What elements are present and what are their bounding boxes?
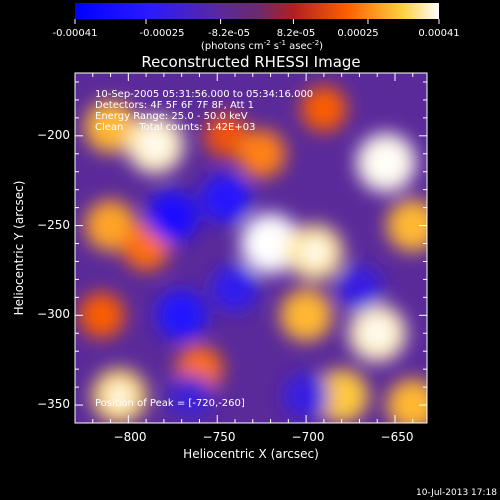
emission-blob-core [107, 383, 132, 409]
colorbar-tick-labels: -0.00041 -0.00025 -8.2e-05 8.2e-05 0.000… [53, 28, 460, 39]
x-axis-label: Heliocentric X (arcsec) [183, 447, 319, 461]
x-tick-label: −800 [114, 430, 147, 444]
x-tick-label: −700 [292, 430, 325, 444]
negative-blob [156, 289, 208, 341]
x-tick-label: −650 [381, 430, 414, 444]
negative-blob [168, 373, 213, 419]
axis-ticks [74, 73, 427, 424]
x-tick-labels: −800 −750 −700 −650 [114, 430, 414, 444]
annotation-total-counts: Clean Total counts: 1.42E+03 [95, 122, 255, 133]
emission-blob [386, 378, 427, 423]
footer-timestamp: 10-Jul-2013 17:18 [416, 488, 497, 498]
emission-blob-core [257, 230, 285, 258]
colorbar-tick-label: -0.00041 [53, 28, 98, 39]
emission-blob [237, 129, 286, 178]
y-axis-label: Heliocentric Y (arcsec) [12, 181, 26, 316]
colorbar-tick-label: 0.00025 [337, 28, 378, 39]
negative-blob [336, 265, 383, 312]
peak-position-label: Position of Peak = [-720,-260] [95, 398, 245, 409]
emission-blob-core [372, 149, 400, 177]
y-tick-label: −200 [37, 128, 70, 142]
annotation-energy-range: Energy Range: 25.0 - 50.0 keV [95, 111, 248, 122]
emission-blob [279, 289, 333, 342]
colorbar-unit-label: (photons cm-2 s-1 asec-2) [201, 39, 323, 52]
emission-blob-core [364, 320, 391, 347]
emission-blob [84, 100, 137, 154]
colorbar [75, 3, 439, 19]
plot-frame [74, 72, 428, 424]
annotation-time-range: 10-Sep-2005 05:31:56.000 to 05:34:16.000 [95, 89, 313, 100]
x-tick-label: −750 [203, 430, 236, 444]
negative-blob [201, 173, 251, 224]
emission-blob [314, 369, 369, 423]
emission-blob-core [141, 131, 169, 158]
negative-blob [211, 264, 259, 312]
negative-blob [146, 190, 200, 243]
y-tick-label: −350 [37, 397, 70, 411]
emission-blob [203, 113, 249, 158]
negative-blob [283, 373, 329, 419]
heatmap-area [75, 73, 427, 423]
annotation-detectors: Detectors: 4F 5F 6F 7F 8F, Att 1 [95, 100, 254, 111]
emission-blob [386, 199, 427, 252]
chart-title: Reconstructed RHESSI Image [141, 53, 360, 71]
colorbar-ticks [74, 19, 440, 24]
annotation-block: 10-Sep-2005 05:31:56.000 to 05:34:16.000… [95, 89, 313, 133]
emission-blob [84, 200, 137, 252]
y-tick-labels: −200 −250 −300 −350 [37, 128, 70, 411]
colorbar-tick-label: 8.2e-05 [277, 28, 315, 39]
colorbar-tick-label: -0.00025 [140, 28, 185, 39]
colorbar-tick-label: 0.00041 [418, 28, 459, 39]
colorbar-tick-label: -8.2e-05 [208, 28, 250, 39]
emission-blob [78, 292, 125, 339]
heatmap-blobs [78, 86, 427, 423]
y-tick-label: −250 [37, 218, 70, 232]
y-tick-label: −300 [37, 307, 70, 321]
emission-blob-core [302, 239, 328, 266]
emission-blob [301, 86, 347, 132]
